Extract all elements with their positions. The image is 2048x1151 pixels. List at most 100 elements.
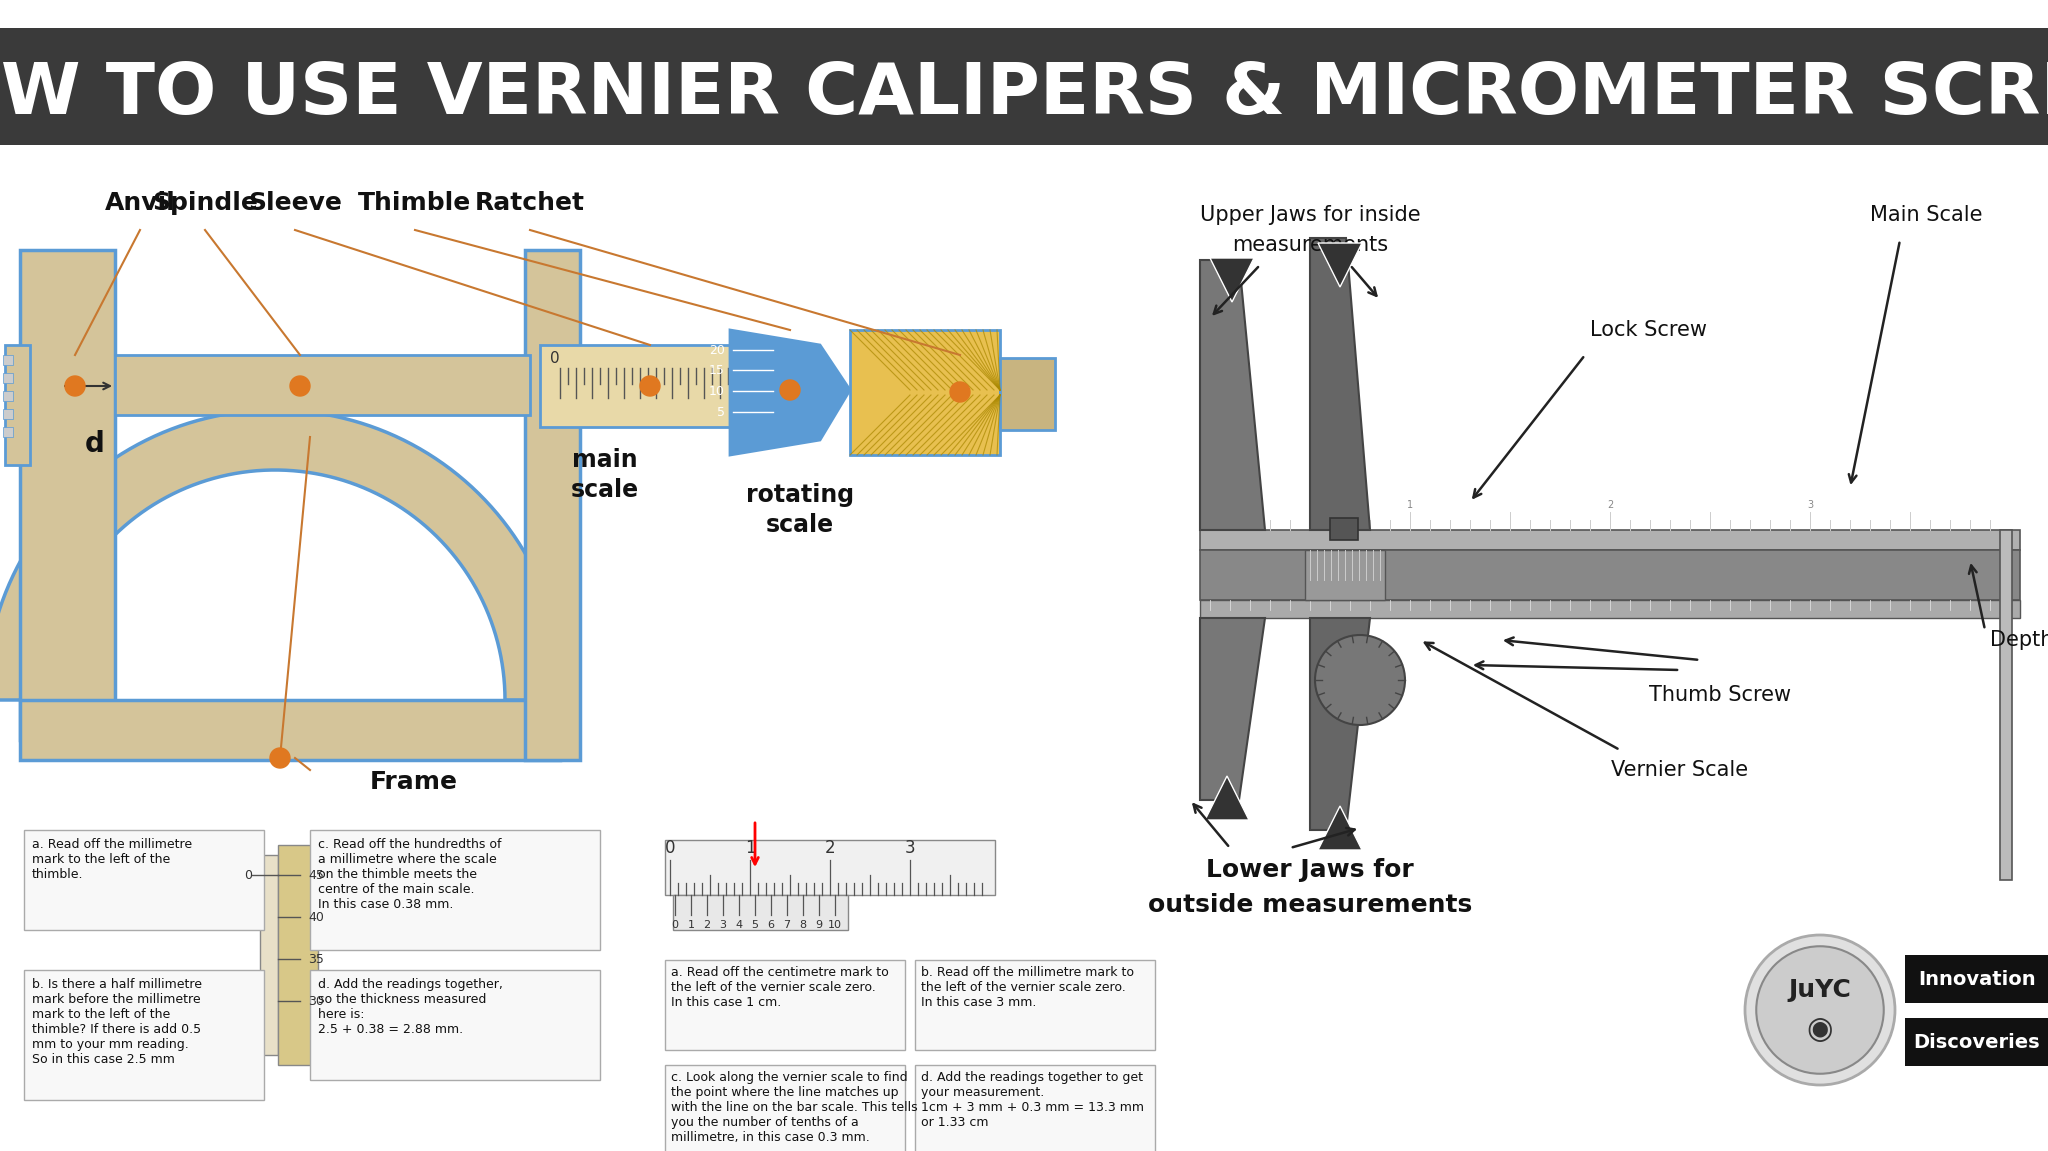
Text: 10: 10 bbox=[709, 384, 725, 397]
Text: Anvil: Anvil bbox=[104, 191, 176, 215]
Bar bbox=[20, 250, 115, 740]
Bar bbox=[1200, 550, 2019, 600]
Text: 1: 1 bbox=[1407, 500, 1413, 510]
Bar bbox=[2001, 529, 2011, 881]
Text: Frame: Frame bbox=[371, 770, 459, 794]
Text: Ratchet: Ratchet bbox=[475, 191, 586, 215]
Text: 1: 1 bbox=[745, 839, 756, 857]
Text: Upper Jaws for inside: Upper Jaws for inside bbox=[1200, 205, 1421, 224]
Bar bbox=[999, 358, 1055, 430]
Text: b. Is there a half millimetre
mark before the millimetre
mark to the left of the: b. Is there a half millimetre mark befor… bbox=[33, 978, 203, 1066]
Text: rotating: rotating bbox=[745, 483, 854, 506]
Text: Lock Screw: Lock Screw bbox=[1589, 320, 1706, 340]
Bar bbox=[1329, 518, 1358, 540]
Bar bbox=[1905, 955, 2048, 1003]
Text: 10: 10 bbox=[827, 920, 842, 930]
Text: 3: 3 bbox=[1806, 500, 1812, 510]
Bar bbox=[524, 250, 580, 760]
Circle shape bbox=[66, 376, 86, 396]
Text: Spindle: Spindle bbox=[152, 191, 258, 215]
Bar bbox=[1305, 550, 1384, 600]
Text: 5: 5 bbox=[717, 405, 725, 419]
Text: a. Read off the centimetre mark to
the left of the vernier scale zero.
In this c: a. Read off the centimetre mark to the l… bbox=[672, 966, 889, 1009]
Text: 9: 9 bbox=[815, 920, 823, 930]
Polygon shape bbox=[1319, 243, 1362, 287]
Polygon shape bbox=[729, 330, 850, 455]
Text: c. Look along the vernier scale to find
the point where the line matches up
with: c. Look along the vernier scale to find … bbox=[672, 1070, 918, 1144]
Text: 3: 3 bbox=[905, 839, 915, 857]
Bar bbox=[674, 895, 848, 930]
Bar bbox=[260, 855, 279, 1055]
Bar bbox=[1200, 529, 2019, 550]
Polygon shape bbox=[1200, 618, 1266, 800]
Text: d. Add the readings together,
so the thickness measured
here is:
2.5 + 0.38 = 2.: d. Add the readings together, so the thi… bbox=[317, 978, 504, 1036]
Polygon shape bbox=[1204, 776, 1249, 820]
Bar bbox=[666, 1065, 905, 1151]
Text: 1: 1 bbox=[688, 920, 694, 930]
Text: Sleeve: Sleeve bbox=[248, 191, 342, 215]
Polygon shape bbox=[1311, 238, 1370, 529]
Bar bbox=[0, 0, 2048, 145]
Text: Lower Jaws for: Lower Jaws for bbox=[1206, 857, 1413, 882]
Text: 0: 0 bbox=[672, 920, 678, 930]
Text: Depth Rod: Depth Rod bbox=[1991, 630, 2048, 650]
Text: 6: 6 bbox=[768, 920, 774, 930]
Text: HOW TO USE VERNIER CALIPERS & MICROMETER SCREW: HOW TO USE VERNIER CALIPERS & MICROMETER… bbox=[0, 60, 2048, 129]
Text: 15: 15 bbox=[709, 364, 725, 376]
Text: Innovation: Innovation bbox=[1919, 969, 2036, 989]
Text: measurements: measurements bbox=[1233, 235, 1389, 256]
Text: scale: scale bbox=[571, 478, 639, 502]
Bar bbox=[1200, 600, 2019, 618]
Circle shape bbox=[1315, 635, 1405, 725]
Bar bbox=[0, 0, 2048, 28]
Bar bbox=[309, 970, 600, 1080]
Text: 8: 8 bbox=[799, 920, 807, 930]
Circle shape bbox=[639, 376, 659, 396]
Text: 40: 40 bbox=[307, 910, 324, 923]
Bar bbox=[915, 960, 1155, 1050]
Bar bbox=[1905, 1017, 2048, 1066]
Text: scale: scale bbox=[766, 513, 834, 538]
Text: c. Read off the hundredths of
a millimetre where the scale
on the thimble meets : c. Read off the hundredths of a millimet… bbox=[317, 838, 502, 910]
Bar bbox=[2, 427, 12, 437]
Text: 2: 2 bbox=[702, 920, 711, 930]
Text: Thimble: Thimble bbox=[358, 191, 471, 215]
Polygon shape bbox=[0, 410, 565, 700]
Bar bbox=[279, 845, 317, 1065]
Text: 20: 20 bbox=[709, 343, 725, 357]
Bar bbox=[2, 409, 12, 419]
Circle shape bbox=[291, 376, 309, 396]
Bar bbox=[4, 345, 31, 465]
Text: Discoveries: Discoveries bbox=[1913, 1032, 2040, 1052]
Text: 5: 5 bbox=[752, 920, 758, 930]
Bar bbox=[25, 970, 264, 1100]
Text: 0: 0 bbox=[244, 869, 252, 882]
Polygon shape bbox=[1319, 806, 1362, 849]
Text: a. Read off the millimetre
mark to the left of the
thimble.: a. Read off the millimetre mark to the l… bbox=[33, 838, 193, 881]
Text: 3: 3 bbox=[719, 920, 727, 930]
Bar bbox=[2, 373, 12, 383]
Bar bbox=[541, 345, 729, 427]
Text: 30: 30 bbox=[307, 994, 324, 1007]
Text: Vernier Scale: Vernier Scale bbox=[1612, 760, 1749, 780]
Text: 0: 0 bbox=[666, 839, 676, 857]
Circle shape bbox=[780, 380, 801, 401]
Polygon shape bbox=[1311, 618, 1370, 830]
Polygon shape bbox=[1200, 260, 1266, 529]
Bar bbox=[915, 1065, 1155, 1151]
Text: 4: 4 bbox=[735, 920, 743, 930]
Text: Thumb Screw: Thumb Screw bbox=[1649, 685, 1792, 706]
Text: ◉: ◉ bbox=[1806, 1015, 1833, 1044]
Bar bbox=[2, 391, 12, 401]
Text: 7: 7 bbox=[784, 920, 791, 930]
Text: 45: 45 bbox=[307, 869, 324, 882]
Circle shape bbox=[950, 382, 971, 402]
Circle shape bbox=[270, 748, 291, 768]
Text: 0: 0 bbox=[551, 351, 559, 366]
Text: 0: 0 bbox=[1206, 500, 1212, 510]
Polygon shape bbox=[1210, 258, 1253, 302]
Bar bbox=[309, 830, 600, 950]
Circle shape bbox=[1757, 946, 1884, 1074]
Bar bbox=[115, 355, 530, 416]
Text: 2: 2 bbox=[1608, 500, 1614, 510]
